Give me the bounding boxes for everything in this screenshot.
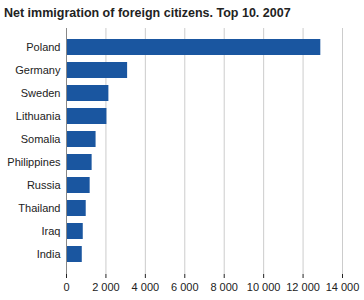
html-text:Net immigration of foreign cit: Net immigration of foreign citizens. Top… [4, 6, 291, 20]
svg-text:Thailand: Thailand [18, 202, 60, 214]
svg-text:10 000: 10 000 [247, 281, 281, 293]
svg-text:Poland: Poland [26, 41, 60, 53]
svg-text:2 000: 2 000 [92, 281, 120, 293]
svg-text:Sweden: Sweden [21, 87, 61, 99]
svg-text:Lithuania: Lithuania [16, 110, 62, 122]
svg-text:Russia: Russia [27, 179, 62, 191]
svg-text:Germany: Germany [15, 64, 61, 76]
svg-text:12 000: 12 000 [286, 281, 320, 293]
svg-text:0: 0 [63, 281, 69, 293]
svg-text:Somalia: Somalia [21, 133, 62, 145]
svg-text:4 000: 4 000 [132, 281, 160, 293]
svg-text:Iraq: Iraq [42, 225, 61, 237]
svg-text:8 000: 8 000 [210, 281, 238, 293]
svg-text:6 000: 6 000 [171, 281, 199, 293]
svg-text:14 000: 14 000 [326, 281, 360, 293]
svg-text:Philippines: Philippines [7, 156, 61, 168]
svg-text:India: India [37, 248, 62, 260]
